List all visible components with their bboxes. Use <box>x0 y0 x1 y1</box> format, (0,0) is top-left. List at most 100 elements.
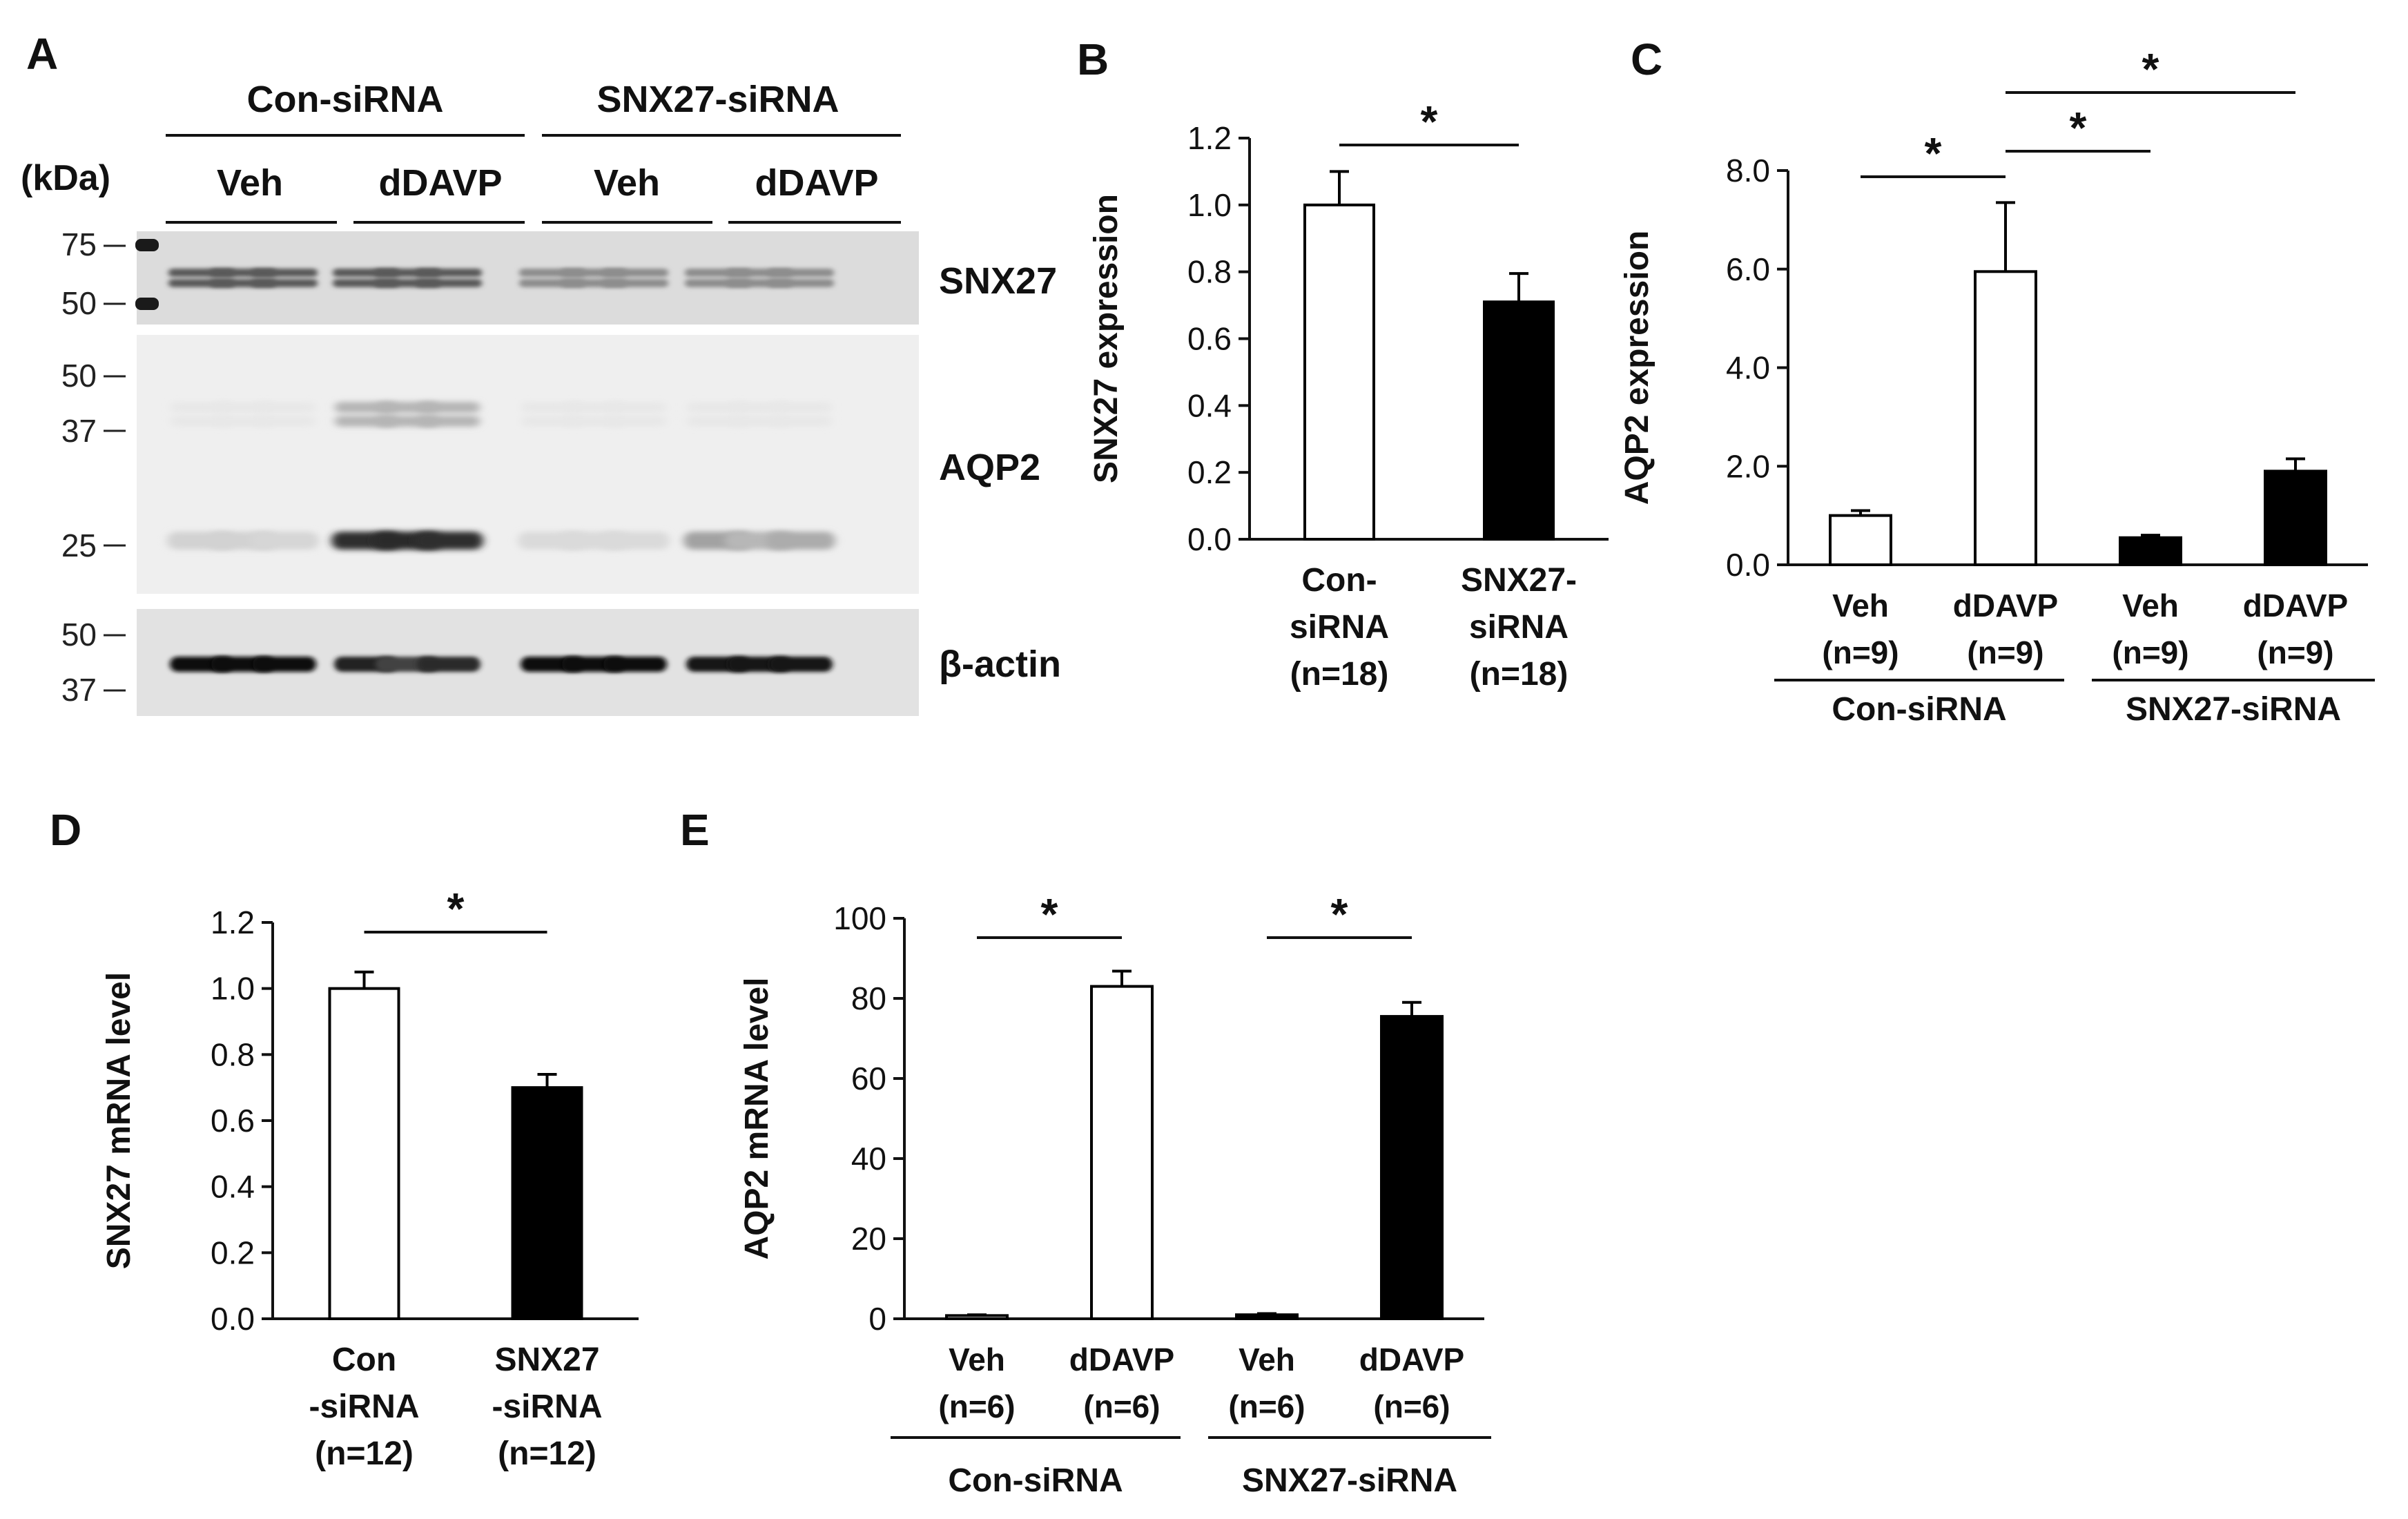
blot-band <box>251 279 318 287</box>
category-label: (n=12) <box>498 1435 596 1472</box>
y-tick-label: 1.0 <box>1187 187 1232 223</box>
category-label: (n=6) <box>938 1389 1015 1424</box>
blot-band <box>770 416 832 427</box>
y-axis-label: AQP2 expression <box>1619 231 1656 505</box>
group-label-con-sirna: Con-siRNA <box>247 79 444 120</box>
blot-band <box>604 402 666 413</box>
y-tick-label: 0.0 <box>1726 547 1770 583</box>
category-label: (n=6) <box>1228 1389 1305 1424</box>
marker-37-actin: 37 <box>61 672 97 708</box>
significance-star: * <box>1331 889 1348 939</box>
category-label: dDAVP <box>1069 1342 1175 1377</box>
category-label: (n=6) <box>1083 1389 1160 1424</box>
marker-37-aqp2: 37 <box>61 413 97 449</box>
ladder-band-75 <box>135 239 159 251</box>
category-label: (n=9) <box>2257 635 2333 670</box>
category-label: (n=18) <box>1470 656 1569 693</box>
category-label: dDAVP <box>1953 588 2059 623</box>
category-label: -siRNA <box>309 1389 419 1425</box>
y-tick-label: 0.2 <box>211 1235 255 1270</box>
y-tick-label: 0.6 <box>211 1103 255 1139</box>
ladder-band-50 <box>135 298 159 310</box>
blot-band <box>602 269 668 277</box>
panel-b-chart: B 0.0 0.2 0.4 0.6 0.8 1.0 1.2 SNX27 expression Co… <box>1077 35 1609 693</box>
blot-label-beta-actin: β-actin <box>939 644 1061 685</box>
significance-star: * <box>1041 889 1058 939</box>
marker-50-actin: 50 <box>61 617 97 652</box>
group-label-snx27-sirna: SNX27-siRNA <box>596 79 839 120</box>
y-tick-label: 40 <box>851 1141 886 1177</box>
y-tick-label: 0.6 <box>1187 321 1232 357</box>
blot-band <box>251 269 318 277</box>
y-tick-label: 100 <box>833 900 886 936</box>
snx27-bands <box>168 269 834 287</box>
category-label: siRNA <box>1469 609 1569 646</box>
category-label: (n=9) <box>1822 635 1899 670</box>
marker-50-aqp2: 50 <box>61 358 97 394</box>
category-label: Veh <box>2122 588 2179 623</box>
blot-snx27 <box>137 231 919 325</box>
aqp2-bands <box>167 402 835 550</box>
treatment-label-veh-1: Veh <box>217 162 283 204</box>
bar <box>2119 536 2182 567</box>
significance-star: * <box>447 884 465 933</box>
blot-band <box>418 416 480 427</box>
y-tick-label: 4.0 <box>1726 350 1770 386</box>
blot-band <box>253 416 315 427</box>
bar <box>1303 203 1375 541</box>
category-label: dDAVP <box>2243 588 2349 623</box>
category-label: SNX27 <box>494 1342 599 1378</box>
y-tick-label: 0.4 <box>211 1169 255 1205</box>
bar <box>328 987 400 1320</box>
category-label: Veh <box>1832 588 1889 623</box>
y-tick-label: 0.2 <box>1187 454 1232 490</box>
group-label: Con-siRNA <box>948 1462 1123 1499</box>
marker-25-aqp2: 25 <box>61 528 97 563</box>
panel-c-chart: C 0.0 2.0 4.0 6.0 8.0 AQP2 expression Veh (n=9) d… <box>1619 35 2375 728</box>
group-label: Con-siRNA <box>1832 691 2006 728</box>
y-tick-label: 8.0 <box>1726 153 1770 188</box>
blot-band <box>416 269 482 277</box>
bar <box>1380 1015 1444 1320</box>
y-tick-label: 1.2 <box>211 904 255 940</box>
kda-label: (kDa) <box>21 158 110 198</box>
significance-star: * <box>1925 128 1942 178</box>
panel-letter-c: C <box>1631 35 1662 84</box>
panel-letter-d: D <box>50 805 81 855</box>
category-label: (n=18) <box>1290 656 1389 693</box>
beta-actin-bands <box>170 657 833 672</box>
category-label: SNX27- <box>1461 562 1577 599</box>
significance-star: * <box>1421 97 1438 146</box>
y-axis-label: SNX27 mRNA level <box>101 972 137 1269</box>
marker-75: 75 <box>61 226 97 262</box>
category-label: (n=12) <box>315 1435 414 1472</box>
blot-band <box>416 279 482 287</box>
y-tick-label: 6.0 <box>1726 251 1770 287</box>
panel-letter-b: B <box>1077 35 1109 84</box>
category-label: Veh <box>949 1342 1005 1377</box>
category-label: (n=6) <box>1373 1389 1450 1424</box>
panel-letter-e: E <box>680 805 710 855</box>
group-label: SNX27-siRNA <box>2126 691 2341 728</box>
blot-band <box>414 532 483 550</box>
treatment-label-ddavp-2: dDAVP <box>755 162 878 204</box>
group-label: SNX27-siRNA <box>1242 1462 1457 1499</box>
blot-band <box>418 402 480 413</box>
y-tick-label: 1.2 <box>1187 120 1232 156</box>
bar <box>2264 470 2327 567</box>
blot-band <box>769 657 833 672</box>
y-tick-label: 20 <box>851 1221 886 1257</box>
significance-star: * <box>2070 103 2087 153</box>
treatment-label-ddavp-1: dDAVP <box>378 162 502 204</box>
bar <box>1974 270 2037 566</box>
y-tick-label: 60 <box>851 1061 886 1096</box>
bar <box>1235 1313 1299 1320</box>
category-label: (n=9) <box>2112 635 2188 670</box>
y-tick-label: 0.4 <box>1187 387 1232 423</box>
marker-50: 50 <box>61 285 97 321</box>
blot-band <box>768 269 834 277</box>
panel-a: A Con-siRNA SNX27-siRNA Veh dDAVP Veh dD… <box>21 29 1061 716</box>
y-tick-label: 0 <box>868 1301 886 1337</box>
blot-aqp2 <box>137 335 919 594</box>
